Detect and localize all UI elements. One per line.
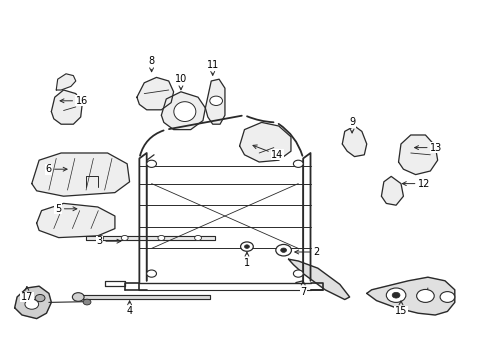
Polygon shape	[85, 236, 215, 240]
Text: 11: 11	[206, 60, 219, 75]
Text: 1: 1	[244, 252, 249, 268]
Text: 8: 8	[148, 56, 154, 72]
Text: 6: 6	[45, 164, 67, 174]
Polygon shape	[239, 122, 290, 162]
Text: 13: 13	[414, 143, 442, 153]
Text: 14: 14	[252, 145, 283, 160]
Circle shape	[146, 270, 156, 277]
Circle shape	[72, 293, 84, 301]
Circle shape	[146, 160, 156, 167]
Circle shape	[83, 299, 91, 305]
Circle shape	[209, 96, 222, 105]
Circle shape	[386, 288, 405, 302]
Polygon shape	[37, 203, 115, 238]
Circle shape	[35, 294, 45, 302]
Text: 16: 16	[60, 96, 88, 106]
Circle shape	[416, 289, 433, 302]
Circle shape	[194, 235, 201, 240]
Circle shape	[293, 270, 303, 277]
Circle shape	[439, 292, 454, 302]
Circle shape	[280, 248, 286, 252]
Text: 7: 7	[300, 281, 305, 297]
Polygon shape	[288, 259, 349, 300]
Circle shape	[391, 292, 399, 298]
Polygon shape	[205, 79, 224, 124]
Ellipse shape	[174, 102, 195, 122]
Polygon shape	[381, 176, 403, 205]
Text: 10: 10	[174, 74, 187, 90]
Text: 5: 5	[55, 204, 77, 214]
Polygon shape	[76, 295, 210, 299]
Polygon shape	[342, 126, 366, 157]
Circle shape	[293, 160, 303, 167]
Polygon shape	[56, 74, 76, 90]
Circle shape	[275, 244, 291, 256]
Polygon shape	[366, 277, 454, 315]
Circle shape	[25, 299, 39, 309]
Text: 9: 9	[348, 117, 354, 133]
Circle shape	[121, 235, 128, 240]
Polygon shape	[15, 286, 51, 319]
Circle shape	[244, 245, 249, 248]
Text: 17: 17	[20, 287, 33, 302]
Text: 2: 2	[294, 247, 319, 257]
Text: 12: 12	[402, 179, 429, 189]
Text: 4: 4	[126, 301, 132, 316]
Polygon shape	[137, 77, 173, 110]
Polygon shape	[32, 153, 129, 196]
Circle shape	[97, 235, 103, 240]
Polygon shape	[398, 135, 437, 175]
Circle shape	[240, 242, 253, 251]
Text: 3: 3	[96, 236, 121, 246]
Polygon shape	[161, 92, 205, 130]
Circle shape	[158, 235, 164, 240]
Polygon shape	[51, 90, 82, 124]
Text: 15: 15	[394, 301, 407, 316]
